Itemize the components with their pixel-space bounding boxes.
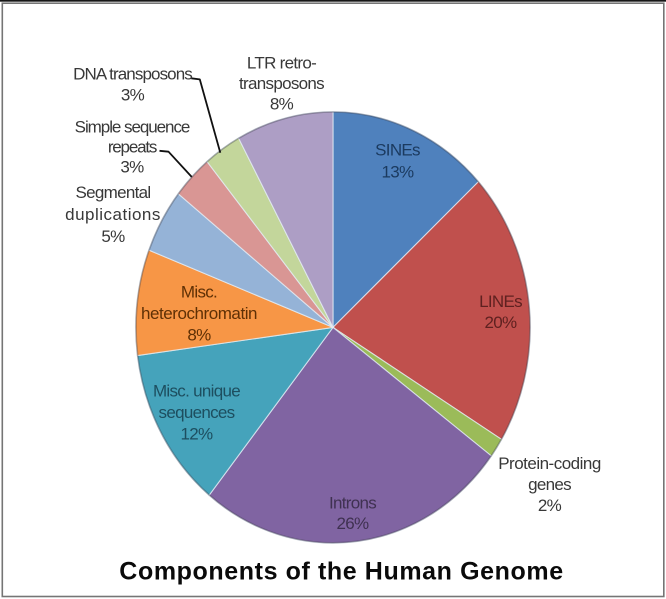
svg-text:DNA transposons: DNA transposons (73, 65, 192, 84)
svg-text:8%: 8% (270, 95, 294, 114)
svg-text:26%: 26% (337, 514, 370, 533)
svg-text:5%: 5% (101, 227, 125, 246)
svg-text:8%: 8% (187, 326, 211, 345)
svg-text:LTR retro-: LTR retro- (247, 54, 316, 73)
svg-text:3%: 3% (121, 86, 145, 105)
svg-text:sequences: sequences (159, 403, 235, 422)
svg-text:heterochromatin: heterochromatin (141, 304, 257, 323)
svg-text:Components of the Human Genome: Components of the Human Genome (119, 558, 563, 586)
svg-text:transposons: transposons (239, 74, 324, 93)
svg-text:20%: 20% (485, 313, 518, 332)
svg-text:2%: 2% (538, 496, 562, 515)
svg-text:SINEs: SINEs (375, 141, 420, 160)
svg-text:Misc. unique: Misc. unique (153, 382, 240, 401)
svg-text:Introns: Introns (329, 494, 376, 513)
svg-text:duplications: duplications (65, 205, 161, 224)
svg-text:12%: 12% (181, 425, 214, 444)
svg-text:3%: 3% (120, 158, 144, 177)
svg-text:LINEs: LINEs (479, 292, 522, 311)
svg-text:13%: 13% (382, 163, 415, 182)
svg-text:Simple sequence: Simple sequence (75, 118, 190, 137)
svg-text:genes: genes (528, 475, 571, 494)
svg-text:Segmental: Segmental (76, 183, 151, 202)
svg-text:Protein-coding: Protein-coding (498, 454, 601, 473)
svg-text:repeats: repeats (108, 138, 157, 157)
svg-text:Misc.: Misc. (181, 283, 217, 302)
